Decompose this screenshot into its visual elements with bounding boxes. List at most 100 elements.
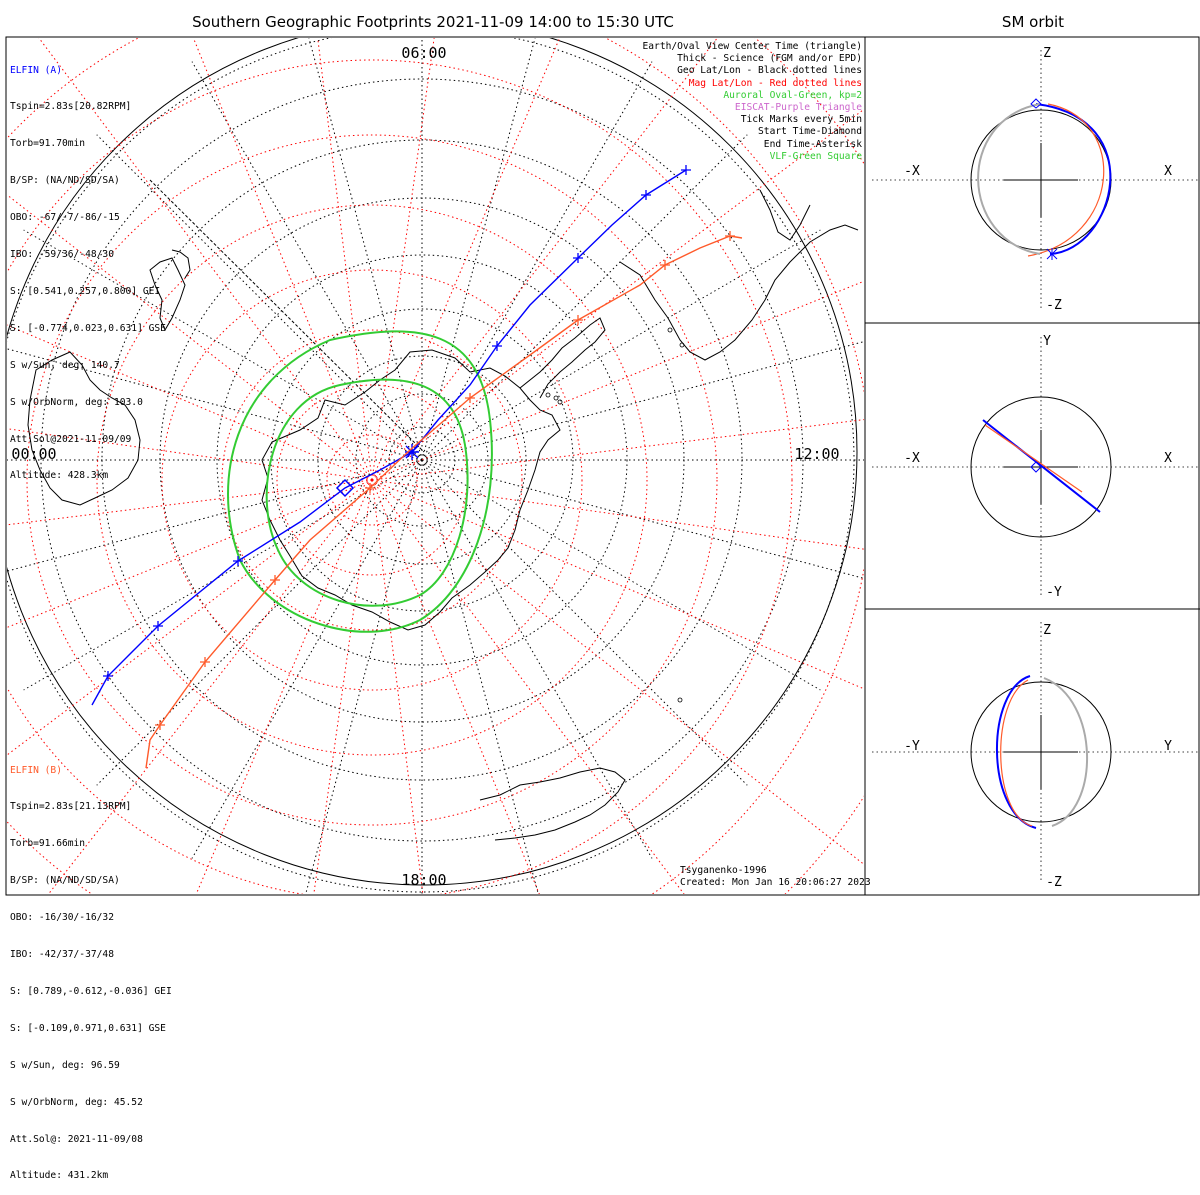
elfin-a-line: Altitude: 428.3km <box>10 470 109 482</box>
mag-lat-circle <box>26 134 718 826</box>
elfin-a-name: ELFIN (A) <box>10 64 62 76</box>
mag-lat-circle <box>96 204 648 756</box>
elfin-a-line: S w/Sun, deg: 140.7 <box>10 359 120 371</box>
elfin-b-name: ELFIN (B) <box>10 764 62 776</box>
elfin-a-tick <box>103 671 113 681</box>
elfin-b-tick <box>725 231 735 241</box>
legend-item: Earth/Oval View Center Time (triangle) <box>642 41 863 52</box>
elfin-b-line: Tspin=2.83s[21.13RPM] <box>10 801 132 813</box>
legend-item: Tick Marks every 5min <box>740 114 862 126</box>
elfin-a-tick <box>573 253 583 263</box>
antarctica-coast <box>261 349 561 631</box>
geo-meridian <box>421 229 821 461</box>
elfin-b-tick <box>200 657 210 667</box>
time-label-bottom: 18:00 <box>401 871 446 889</box>
mag-meridian <box>371 479 685 894</box>
geo-meridian <box>7 348 423 461</box>
xy-left: -X <box>904 451 920 466</box>
orbit-a-xz <box>1035 103 1112 255</box>
geo-meridian <box>421 459 653 859</box>
elfin-b-tick <box>155 720 165 730</box>
geo-meridian <box>421 459 539 894</box>
elfin-b-line: IBO: -42/37/-37/48 <box>10 949 114 961</box>
elfin-b-line: Att.Sol@: 2021-11-09/08 <box>10 1133 143 1145</box>
auroral-oval-outer <box>227 330 493 633</box>
geo-meridian <box>421 341 864 461</box>
orbit-panel-xz <box>872 50 1198 310</box>
elfin-a-tick <box>233 556 243 566</box>
geo-meridian <box>96 459 423 786</box>
orbit-axis-labels: Z -Z -X X Y -Y -X X Z -Z -Y Y <box>904 46 1172 890</box>
geo-meridian <box>421 459 864 579</box>
auroral-oval-inner <box>265 378 469 607</box>
xy-right: X <box>1164 451 1172 466</box>
elfin-a-tick <box>681 165 691 175</box>
mag-lat-circle <box>7 59 793 894</box>
xz-right: X <box>1164 164 1172 179</box>
geo-meridian <box>23 229 423 461</box>
antarctic-peninsula <box>519 317 606 399</box>
mag-meridian <box>371 479 864 550</box>
elfin-a-line: S: [-0.774,0.023,0.631] GSE <box>10 322 166 334</box>
legend-item: Mag Lat/Lon - Red dotted lines <box>688 77 862 89</box>
geo-lat-circle <box>216 254 628 666</box>
map-title: Southern Geographic Footprints 2021-11-0… <box>192 13 674 31</box>
elfin-a-tick <box>492 341 502 351</box>
elfin-a-line: OBO: -67/-7/-86/-15 <box>10 212 120 224</box>
time-label-top: 06:00 <box>401 44 446 62</box>
orbit-a-start <box>1030 98 1042 109</box>
australia-coast <box>27 351 141 506</box>
mag-meridian <box>371 479 864 866</box>
island-mark <box>679 342 685 348</box>
elfin-a-start-diamond <box>335 478 355 498</box>
orbit-b-xy <box>984 424 1083 493</box>
orbit-far-yz <box>1043 677 1089 827</box>
mag-meridian <box>371 280 864 481</box>
xy-top: Y <box>1043 334 1051 349</box>
time-label-right: 12:00 <box>794 445 839 463</box>
geo-meridian <box>421 38 536 461</box>
credit: Tsyganenko-1996 Created: Mon Jan 16 20:06… <box>680 865 871 889</box>
mag-meridian <box>371 479 540 894</box>
orbit-a-end <box>1046 248 1058 260</box>
orbit-b-yz <box>1000 679 1033 827</box>
earth-limb <box>7 38 858 886</box>
xy-bottom: -Y <box>1046 585 1062 600</box>
orbit-plots <box>872 50 1198 882</box>
south-america-coast <box>759 189 811 241</box>
polar-map <box>7 38 864 894</box>
mag-meridian <box>371 479 864 690</box>
island-mark <box>545 392 551 398</box>
geo-meridian <box>421 134 748 461</box>
orbit-panel-yz <box>872 622 1198 882</box>
elfin-b-tick <box>660 260 670 270</box>
credit-model: Tsyganenko-1996 <box>680 865 767 876</box>
new-zealand-coast <box>149 257 186 332</box>
south-america-coast <box>619 224 859 361</box>
credit-created: Created: Mon Jan 16 20:06:27 2023 <box>680 877 871 889</box>
elfin-b-line: Torb=91.66min <box>10 838 86 850</box>
orbit-a-xy <box>982 419 1101 513</box>
yz-top: Z <box>1043 623 1051 638</box>
view-center-line <box>149 179 425 453</box>
xz-top: Z <box>1043 46 1051 61</box>
legend: Earth/Oval View Center Time (triangle) T… <box>643 41 863 163</box>
elfin-b-line: B/SP: (NA/ND/SD/SA) <box>10 875 120 887</box>
mag-meridian <box>7 479 373 629</box>
geo-lat-circle <box>355 393 489 527</box>
island-mark <box>553 395 559 401</box>
xz-bottom: -Z <box>1046 298 1062 313</box>
geo-meridian <box>308 38 423 461</box>
elfin-b-footprint <box>145 235 743 769</box>
elfin-b-tick <box>573 315 583 325</box>
orbit-panel-title: SM orbit <box>1001 13 1065 31</box>
island-mark <box>667 327 673 333</box>
legend-item: Auroral Oval-Green, kp=2 <box>723 89 862 101</box>
elfin-a-line: B/SP: (NA/ND/SD/SA) <box>10 175 120 187</box>
elfin-a-tick <box>153 621 163 631</box>
geo-meridian <box>7 459 423 572</box>
legend-item: Geo Lat/Lon - Black dotted lines <box>677 65 862 77</box>
legend-item: Thick - Science (FGM and/or EPD) <box>677 53 862 65</box>
map-time-labels: 06:00 00:00 12:00 18:00 <box>11 44 839 889</box>
elfin-b-line: S: [0.789,-0.612,-0.036] GEI <box>10 985 172 997</box>
